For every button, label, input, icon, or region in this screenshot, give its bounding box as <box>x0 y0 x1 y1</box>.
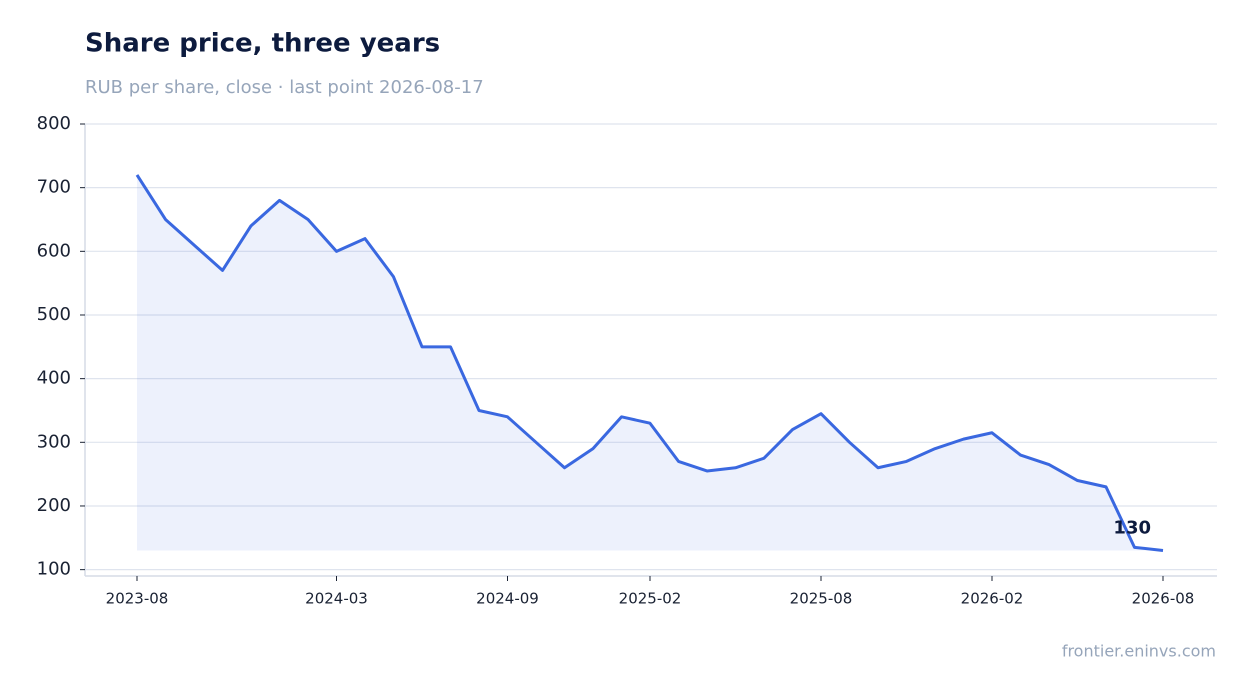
x-tick-label: 2025-02 <box>619 590 682 608</box>
x-tick-label: 2023-08 <box>106 590 169 608</box>
y-tick-label: 100 <box>37 559 71 580</box>
x-tick-label: 2026-08 <box>1132 590 1195 608</box>
y-tick-label: 600 <box>37 240 71 261</box>
y-tick-label: 500 <box>37 304 71 325</box>
y-tick-label: 200 <box>37 495 71 516</box>
y-tick-label: 800 <box>37 113 71 134</box>
area <box>137 174 1163 551</box>
value-label: 130 <box>1113 518 1151 539</box>
x-tick-label: 2024-09 <box>476 590 539 608</box>
y-tick-label: 700 <box>37 177 71 198</box>
x-tick-label: 2026-02 <box>961 590 1024 608</box>
chart-title: Share price, three years <box>85 29 440 59</box>
x-tick-label: 2024-03 <box>305 590 368 608</box>
price-line <box>135 174 1164 553</box>
chart-subtitle: RUB per share, close · last point 2026-0… <box>85 77 484 98</box>
y-tick-label: 400 <box>37 368 71 389</box>
x-tick-label: 2025-08 <box>790 590 853 608</box>
y-tick-label: 300 <box>37 431 71 452</box>
source: frontier.eninvs.com <box>1062 642 1216 661</box>
